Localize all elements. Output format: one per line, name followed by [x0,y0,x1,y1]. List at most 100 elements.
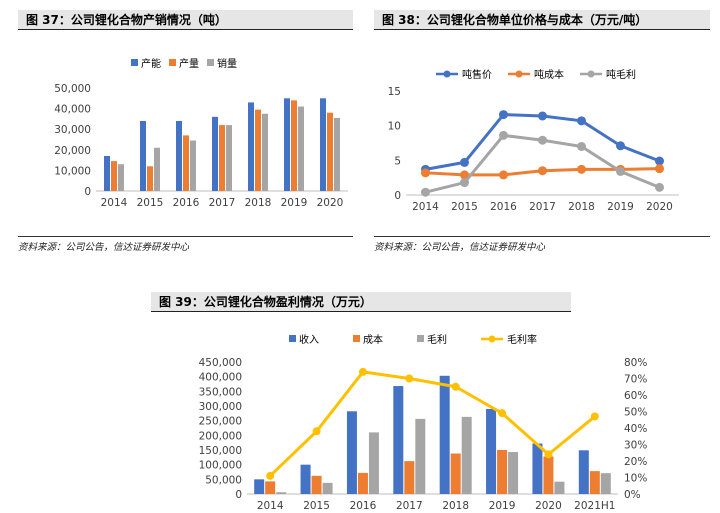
bar-1-0 [265,481,276,494]
point-2-2 [499,130,508,140]
bar-2-0 [118,164,124,191]
x-tick-label-6: 2020 [535,500,562,512]
figure-37-source: 资料来源：公司公告，信达证券研发中心 [18,236,353,253]
legend-label-2: 毛利 [427,334,447,346]
bar-0-0 [254,479,265,494]
legend-label-1: 吨成本 [534,68,564,81]
bar-2-4 [262,113,268,191]
y2-tick-label-3: 30% [624,440,647,452]
y-tick-label-4: 40,000 [54,104,91,116]
legend-label-0: 收入 [299,333,319,346]
bar-2-3 [415,418,426,494]
bar-0-3 [212,116,218,191]
bar-1-3 [219,125,225,191]
y2-tick-label-5: 50% [624,407,647,419]
point-2-3 [538,135,547,145]
x-tick-label-3: 2017 [529,201,556,213]
bar-1-1 [311,475,322,494]
x-tick-label-0: 2014 [101,197,128,209]
point-2-1 [460,178,469,188]
legend-label-2: 销量 [217,57,237,70]
y2-tick-label-7: 70% [624,374,647,386]
y-tick-label-0: 0 [235,489,242,501]
bar-0-5 [486,408,497,494]
bar-1-2 [357,472,368,494]
bar-1-6 [543,456,554,494]
x-tick-label-5: 2019 [281,197,308,209]
point-3-5 [498,409,507,418]
bar-0-1 [140,120,146,191]
bar-2-2 [368,432,379,494]
bar-1-5 [497,450,508,494]
y-tick-label-1: 50,000 [205,474,242,486]
bar-0-7 [578,450,589,494]
legend-label-0: 吨售价 [462,68,492,81]
legend-marker-2 [587,70,595,78]
chart-38: 吨售价 吨成本 吨毛利 0 5 10 15 2014 2015 2016 2017 2018 2019 2… [388,68,679,213]
legend-marker-0 [443,70,451,78]
bar-0-2 [346,411,357,494]
bar-2-7 [600,473,611,494]
x-tick-label-3: 2017 [209,197,236,209]
series-line-3 [269,370,596,477]
point-3-6 [544,450,553,459]
legend-swatch-2 [207,59,214,66]
x-tick-label-6: 2020 [317,197,344,209]
point-1-6 [655,164,664,174]
figure-38-title: 图 38：公司锂化合物单位价格与成本（万元/吨） [374,10,710,30]
point-0-1 [460,157,469,167]
figure-39-title: 图 39：公司锂化合物盈利情况（万元） [151,292,571,312]
bar-0-2 [176,120,182,191]
legend-swatch-1 [353,335,360,342]
x-tick-label-4: 2018 [568,201,595,213]
bar-2-3 [226,125,232,191]
point-1-2 [499,170,508,180]
bar-2-4 [461,416,472,494]
x-tick-label-0: 2014 [412,201,439,213]
y-tick-label-2: 20,000 [54,145,91,157]
point-1-3 [538,166,547,176]
bar-1-4 [450,453,461,494]
bar-0-0 [104,155,110,191]
bar-2-0 [276,492,287,494]
bar-1-7 [589,471,600,494]
x-tick-label-1: 2015 [137,197,164,209]
y2-tick-label-2: 20% [624,456,647,468]
y-tick-label-8: 400,000 [199,372,242,384]
x-tick-label-6: 2020 [646,201,673,213]
legend-marker-3 [488,335,496,343]
point-3-2 [358,367,367,376]
point-0-2 [499,110,508,120]
y-tick-label-5: 250,000 [199,416,242,428]
x-tick-label-0: 2014 [257,500,284,512]
x-tick-label-1: 2015 [303,500,330,512]
y-tick-label-3: 30,000 [54,124,91,136]
x-tick-label-2: 2016 [350,500,377,512]
bar-0-4 [439,375,450,494]
y2-tick-label-6: 60% [624,390,647,402]
x-tick-label-5: 2019 [607,201,634,213]
bar-2-6 [554,481,565,494]
figure-37-title: 图 37：公司锂化合物产销情况（吨） [18,10,353,30]
point-3-0 [266,471,275,480]
x-tick-label-3: 2017 [396,500,423,512]
point-3-1 [312,427,321,436]
point-0-3 [538,111,547,121]
bar-0-3 [393,386,404,494]
point-2-4 [577,141,586,151]
legend-swatch-0 [289,335,296,342]
legend-label-1: 成本 [363,333,383,346]
bar-1-5 [291,100,297,191]
x-tick-label-7: 2021H1 [574,500,615,512]
legend-label-2: 吨毛利 [606,68,636,81]
point-3-3 [405,374,414,383]
y-tick-label-3: 15 [388,86,401,98]
point-0-6 [655,156,664,166]
y-tick-label-1: 10,000 [54,165,91,177]
x-tick-label-5: 2019 [489,500,516,512]
y-tick-label-0: 0 [394,190,401,202]
point-1-4 [577,164,586,174]
bar-1-0 [111,161,117,191]
y-tick-label-2: 100,000 [199,460,242,472]
point-3-7 [590,412,599,421]
